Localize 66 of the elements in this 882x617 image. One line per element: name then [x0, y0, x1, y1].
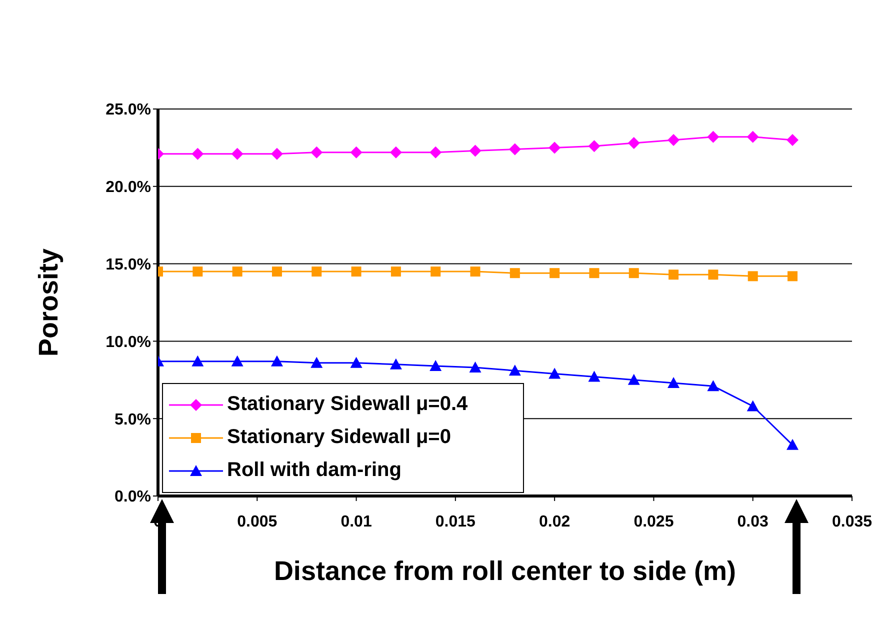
- y-tick-label: 20.0%: [106, 179, 151, 196]
- point: [192, 266, 203, 277]
- point: [588, 140, 600, 152]
- point: [588, 370, 600, 382]
- point: [668, 376, 680, 388]
- point: [668, 134, 680, 146]
- point: [668, 270, 679, 280]
- point: [707, 380, 720, 392]
- point: [628, 268, 639, 278]
- x-tick-label: 0.02: [539, 513, 570, 530]
- point: [788, 271, 798, 282]
- point: [430, 360, 442, 371]
- point: [310, 146, 323, 158]
- point: [589, 268, 600, 278]
- point: [192, 355, 204, 366]
- point: [548, 142, 561, 154]
- y-tick-label: 0.0%: [114, 488, 151, 506]
- point: [270, 355, 283, 366]
- point: [786, 134, 799, 146]
- point: [192, 148, 204, 160]
- point: [470, 266, 480, 277]
- point: [469, 144, 482, 157]
- point: [390, 358, 402, 370]
- point: [350, 146, 362, 158]
- point: [272, 266, 282, 277]
- point: [746, 130, 759, 143]
- point: [390, 266, 401, 277]
- y-tick-label: 15.0%: [106, 256, 151, 274]
- point: [430, 146, 442, 158]
- x-tick-label: 0.005: [237, 513, 278, 530]
- point: [748, 271, 758, 282]
- x-axis-title: Distance from roll center to side (m): [274, 556, 736, 586]
- point: [430, 266, 441, 277]
- x-tick-label: 0.03: [737, 513, 769, 530]
- y-axis-title: Porosity: [34, 248, 64, 357]
- point: [508, 364, 521, 376]
- point: [232, 266, 242, 277]
- point: [628, 137, 640, 150]
- point: [469, 362, 482, 373]
- point: [708, 270, 718, 280]
- x-tick-label: 0.035: [832, 513, 872, 530]
- point: [786, 438, 799, 450]
- point: [746, 400, 759, 412]
- point: [350, 356, 362, 368]
- point: [707, 130, 720, 143]
- point: [628, 374, 640, 385]
- y-tick-label: 10.0%: [106, 334, 151, 351]
- point: [231, 355, 244, 366]
- point: [270, 148, 283, 160]
- point: [550, 268, 560, 278]
- point: [390, 146, 402, 158]
- point: [351, 266, 362, 277]
- point: [510, 268, 520, 278]
- legend-label: Stationary Sidewall μ=0.4: [227, 392, 468, 417]
- y-tick-label: 25.0%: [106, 102, 151, 119]
- point: [312, 266, 322, 277]
- x-tick-label: 0.025: [634, 513, 674, 530]
- legend-label: Roll with dam-ring: [227, 458, 402, 483]
- y-tick-label: 5.0%: [114, 411, 151, 428]
- point: [231, 148, 244, 160]
- point: [310, 356, 323, 368]
- x-tick-label: 0.01: [340, 513, 372, 530]
- point: [508, 143, 521, 156]
- x-tick-label: 0.015: [435, 513, 476, 530]
- legend-label: Stationary Sidewall μ=0: [227, 425, 451, 450]
- point: [548, 368, 561, 379]
